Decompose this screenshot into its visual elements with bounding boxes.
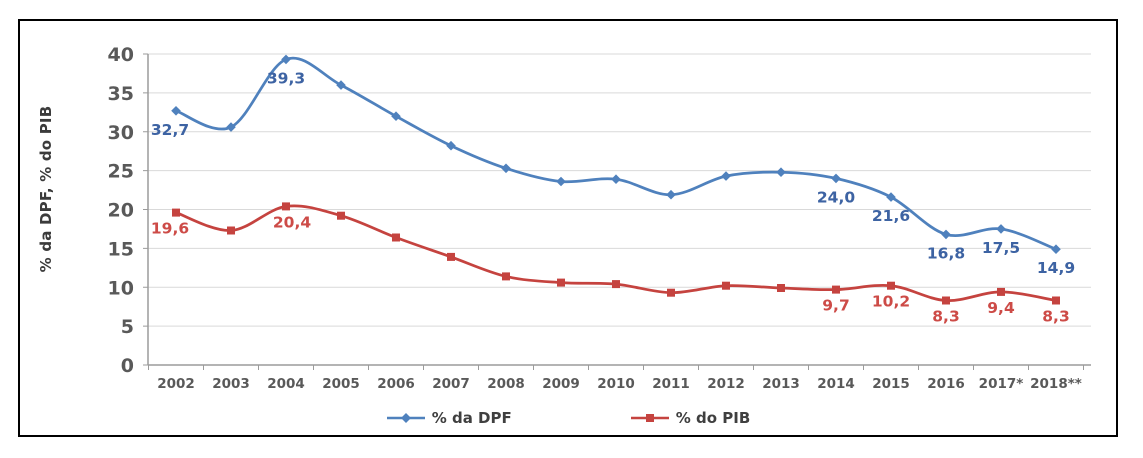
data-point-marker-dpf <box>1051 244 1061 254</box>
data-point-label-dpf: 17,5 <box>982 239 1020 257</box>
data-point-label-pib: 9,7 <box>822 297 849 315</box>
data-point-marker-pib <box>282 202 290 211</box>
data-point-marker-pib <box>942 296 950 305</box>
data-point-marker-dpf <box>336 80 346 90</box>
x-axis-tick-label: 2005 <box>322 376 360 392</box>
y-axis-tick-label: 25 <box>108 161 134 183</box>
data-point-marker-pib <box>392 233 400 242</box>
legend-item-dpf: % da DPF <box>386 409 512 427</box>
x-axis-tick-label: 2010 <box>597 376 635 392</box>
x-axis-tick-label: 2004 <box>267 376 305 392</box>
data-point-marker-pib <box>832 285 840 294</box>
data-point-label-pib: 20,4 <box>273 213 311 231</box>
chart-plot-area: 0 5 10 15 20 25 30 35 40 2002 2003 2004 2005 2006 2007… <box>18 19 1118 437</box>
data-point-marker-pib <box>447 252 455 261</box>
data-point-marker-pib <box>502 272 510 281</box>
data-point-marker-dpf <box>996 224 1006 234</box>
y-axis-tick-label: 20 <box>108 200 134 222</box>
data-point-label-dpf: 39,3 <box>267 69 305 87</box>
data-point-marker-pib <box>887 281 895 290</box>
x-axis-tick-label: 2013 <box>762 376 800 392</box>
data-point-label-pib: 19,6 <box>151 220 189 238</box>
data-point-marker-dpf <box>501 163 511 174</box>
x-axis-tick-label: 2007 <box>432 376 470 392</box>
data-point-label-pib: 9,4 <box>987 299 1015 317</box>
x-axis-tick-label: 2008 <box>487 376 525 392</box>
legend-label-dpf: % da DPF <box>431 409 512 427</box>
legend-label-pib: % do PIB <box>675 409 751 427</box>
data-point-marker-dpf <box>941 229 951 240</box>
x-axis-tick-label: 2002 <box>157 376 195 392</box>
legend-marker-pib-icon <box>630 414 669 422</box>
data-point-marker-pib <box>722 281 730 290</box>
x-axis-tick-label: 2003 <box>212 376 250 392</box>
data-point-marker-pib <box>997 287 1005 296</box>
x-axis-tick-label: 2011 <box>652 376 690 392</box>
data-point-marker-dpf <box>391 111 401 121</box>
chart-svg: 0 5 10 15 20 25 30 35 40 2002 2003 2004 2005 2006 2007… <box>108 44 1091 392</box>
data-point-marker-dpf <box>721 171 731 181</box>
y-axis-tick-label: 40 <box>108 44 134 66</box>
data-point-marker-pib <box>1052 296 1060 305</box>
y-axis-tick-label: 30 <box>108 122 134 144</box>
x-axis-tick-label: 2012 <box>707 376 745 392</box>
data-point-marker-dpf <box>281 54 291 65</box>
data-point-marker-dpf <box>226 122 236 132</box>
y-axis-tick-label: 5 <box>121 316 134 338</box>
data-point-label-pib: 8,3 <box>1042 308 1069 326</box>
x-axis-tick-label: 2017* <box>979 376 1024 392</box>
data-point-marker-dpf <box>171 106 181 116</box>
x-axis-tick-label: 2006 <box>377 376 415 392</box>
y-axis-tick-label: 15 <box>108 238 134 260</box>
x-axis-tick-label: 2018** <box>1030 376 1082 392</box>
data-point-marker-dpf <box>556 176 566 187</box>
data-point-marker-dpf <box>611 174 621 184</box>
y-axis-tick-label: 0 <box>121 355 134 377</box>
chart-legend: % da DPF % do PIB <box>20 406 1116 430</box>
x-axis-tick-label: 2009 <box>542 376 580 392</box>
data-point-label-pib: 10,2 <box>872 293 910 311</box>
x-axis-tick-label: 2016 <box>927 376 965 392</box>
y-axis-tick-label: 35 <box>108 83 134 105</box>
data-point-label-dpf: 24,0 <box>817 188 855 206</box>
data-point-label-pib: 8,3 <box>932 308 959 326</box>
data-point-marker-dpf <box>831 173 841 184</box>
data-point-marker-pib <box>667 288 675 297</box>
data-point-marker-pib <box>172 208 180 217</box>
data-point-marker-pib <box>612 280 620 289</box>
data-point-marker-pib <box>777 284 785 292</box>
data-point-marker-dpf <box>886 192 896 202</box>
data-point-marker-dpf <box>666 189 676 200</box>
y-axis-title: % da DPF, % do PIB <box>37 105 55 273</box>
x-axis-tick-label: 2014 <box>817 376 855 392</box>
data-point-label-dpf: 32,7 <box>151 121 189 139</box>
data-point-marker-pib <box>557 278 565 287</box>
y-axis-tick-label: 10 <box>108 277 134 299</box>
legend-marker-dpf-icon <box>386 413 425 423</box>
data-point-marker-dpf <box>776 167 786 177</box>
data-point-label-dpf: 16,8 <box>927 244 965 262</box>
legend-item-pib: % do PIB <box>630 409 751 427</box>
data-point-marker-dpf <box>446 140 456 151</box>
x-axis-tick-label: 2015 <box>872 376 910 392</box>
data-point-label-dpf: 21,6 <box>872 207 910 225</box>
data-point-label-dpf: 14,9 <box>1037 259 1075 277</box>
data-point-marker-pib <box>227 226 235 235</box>
data-point-marker-pib <box>337 211 345 220</box>
